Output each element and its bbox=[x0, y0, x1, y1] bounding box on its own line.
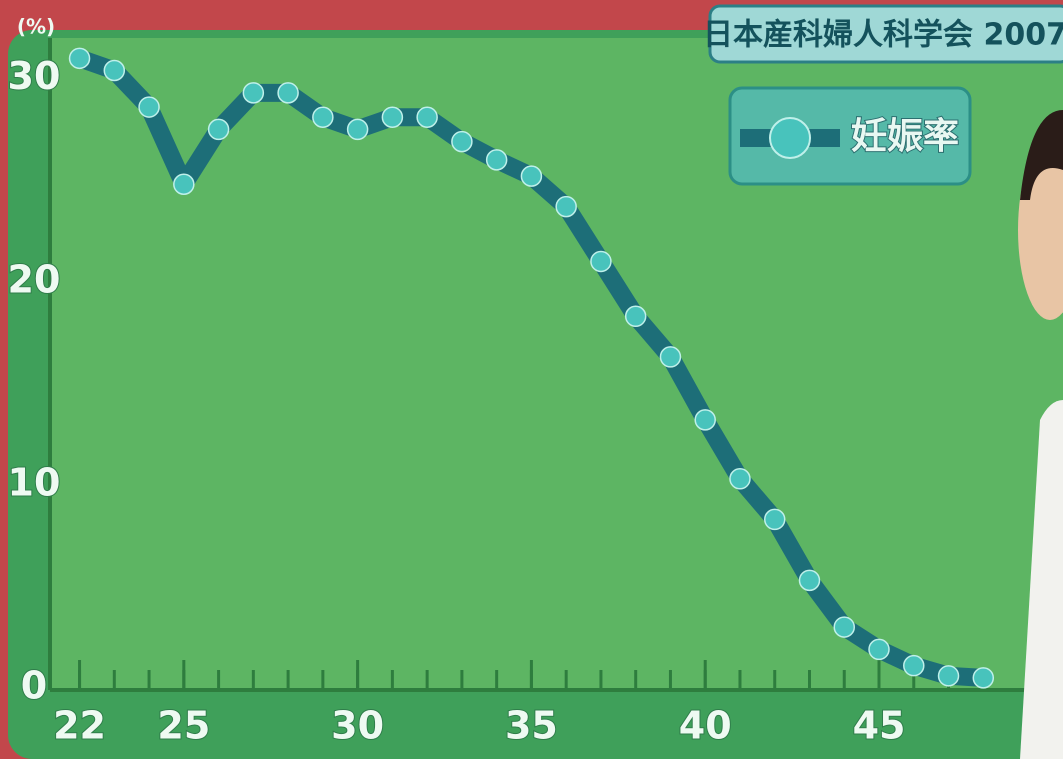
chart-title: 日本産科婦人科学会 2007 bbox=[703, 18, 1063, 53]
data-point bbox=[278, 83, 298, 103]
data-point bbox=[939, 666, 959, 686]
data-point bbox=[591, 251, 611, 271]
y-tick-label: 30 bbox=[8, 54, 61, 98]
data-point bbox=[834, 617, 854, 637]
data-point bbox=[382, 107, 402, 127]
data-point bbox=[556, 197, 576, 217]
data-point bbox=[626, 306, 646, 326]
chart: (%) 日本産科婦人科学会 2007 0 10 20 30 22 25 30 35 40 45 妊娠… bbox=[0, 0, 1063, 759]
data-point bbox=[904, 656, 924, 676]
x-tick-label: 25 bbox=[157, 704, 210, 748]
data-point bbox=[660, 347, 680, 367]
data-point bbox=[104, 61, 124, 81]
data-point bbox=[417, 107, 437, 127]
x-tick-label: 45 bbox=[853, 704, 906, 748]
y-tick-label: 0 bbox=[21, 664, 47, 708]
data-point bbox=[521, 166, 541, 186]
data-point bbox=[869, 639, 889, 659]
x-tick-label: 30 bbox=[331, 704, 384, 748]
x-tick-label: 35 bbox=[505, 704, 558, 748]
data-point bbox=[973, 668, 993, 688]
y-axis-label: (%) bbox=[17, 15, 55, 39]
legend-label: 妊娠率 bbox=[851, 116, 959, 157]
data-point bbox=[209, 119, 229, 139]
data-point bbox=[174, 174, 194, 194]
data-point bbox=[487, 150, 507, 170]
data-point bbox=[799, 570, 819, 590]
data-point bbox=[695, 410, 715, 430]
x-tick-label: 40 bbox=[679, 704, 732, 748]
x-tick-label: 22 bbox=[53, 704, 106, 748]
data-point bbox=[348, 119, 368, 139]
data-point bbox=[70, 48, 90, 68]
data-point bbox=[243, 83, 263, 103]
data-point bbox=[765, 509, 785, 529]
data-point bbox=[139, 97, 159, 117]
legend-marker bbox=[770, 118, 810, 158]
data-point bbox=[730, 469, 750, 489]
data-point bbox=[313, 107, 333, 127]
page: {"chart_data": {"type": "line", "title":… bbox=[0, 0, 1063, 759]
data-point bbox=[452, 132, 472, 152]
y-tick-label: 20 bbox=[8, 257, 61, 301]
y-tick-label: 10 bbox=[8, 460, 61, 504]
